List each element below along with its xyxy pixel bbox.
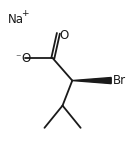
Text: ⁻: ⁻ [15, 53, 21, 63]
Polygon shape [72, 78, 111, 84]
Text: Br: Br [113, 74, 126, 87]
Text: O: O [22, 52, 31, 65]
Text: O: O [59, 29, 69, 42]
Text: Na: Na [8, 13, 24, 26]
Text: +: + [22, 9, 29, 18]
